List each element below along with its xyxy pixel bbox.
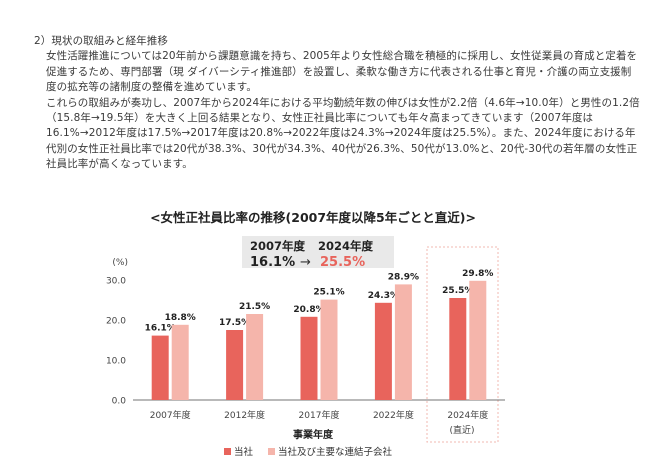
y-tick-label: 0.0: [112, 397, 127, 407]
x-axis: 2007年度 2012年度 2017年度 2022年度 2024年度: [150, 409, 489, 421]
bar: [469, 280, 487, 400]
x-tick-label: 2024年度: [447, 409, 488, 421]
data-label: 21.5%: [239, 302, 270, 312]
bar: [394, 284, 412, 400]
legend-label-group: 当社及び主要な連結子会社: [278, 446, 393, 458]
x-tick-label: 2012年度: [224, 409, 265, 421]
highlight-label-to: 2024年度: [318, 239, 374, 253]
bar: [374, 302, 392, 400]
x-axis-title: 事業年度: [293, 428, 334, 441]
legend-swatch-company: [224, 448, 231, 455]
latest-period-box: [426, 246, 499, 443]
data-label: 18.8%: [165, 313, 196, 323]
highlight-value-to: 25.5%: [320, 255, 365, 270]
data-label: 25.1%: [313, 288, 344, 298]
chart-title: <女性正社員比率の推移(2007年度以降5年ごとと直近)>: [150, 210, 476, 225]
data-label: 20.8%: [293, 305, 324, 315]
data-label: 29.8%: [462, 269, 493, 279]
bar: [171, 324, 189, 400]
x-tick-label: 2017年度: [299, 409, 340, 421]
bar: [246, 314, 264, 400]
paragraph-2: これらの取組みが奏功し、2007年から2024年における平均勤続年数の伸びは女性…: [46, 96, 640, 171]
data-label: 16.1%: [145, 324, 176, 334]
highlight-label-from: 2007年度: [250, 239, 306, 253]
legend-label-company: 当社: [234, 446, 254, 458]
bar: [449, 298, 467, 400]
legend: 当社 当社及び主要な連結子会社: [224, 446, 393, 458]
section-heading: 2）現状の取組みと経年推移: [34, 35, 168, 47]
bar: [151, 335, 169, 400]
highlight-value-from: 16.1%: [250, 255, 295, 270]
bars: 16.1%18.8% 17.5% 21.5% 20.8% 25.1% 24.3% 28.9%…: [145, 269, 493, 400]
section-text: 2）現状の取組みと経年推移 女性活躍推進については20年前から課題意識を持ち、2…: [34, 34, 640, 173]
highlight-arrow: →: [300, 255, 311, 270]
paragraph-1: 女性活躍推進については20年前から課題意識を持ち、2005年より女性総合職を積極…: [46, 50, 638, 94]
bar: [226, 330, 244, 400]
y-tick-label: 10.0: [106, 357, 126, 367]
bar: [320, 299, 338, 400]
unit-label: (%): [112, 258, 128, 268]
x-tick-label: 2022年度: [373, 409, 414, 421]
x-tick-label: 2007年度: [150, 409, 191, 421]
highlight-box: [242, 236, 394, 268]
data-label: 28.9%: [388, 272, 419, 282]
legend-swatch-group: [268, 448, 275, 455]
bar: [300, 316, 318, 400]
category-note: (直近): [449, 424, 474, 436]
data-label: 24.3%: [368, 291, 399, 301]
data-label: 17.5%: [219, 318, 250, 328]
y-axis: 0.0 10.0 20.0 30.0: [106, 277, 126, 407]
y-tick-label: 20.0: [106, 317, 126, 327]
data-label: 25.5%: [442, 286, 473, 296]
y-tick-label: 30.0: [106, 277, 126, 287]
